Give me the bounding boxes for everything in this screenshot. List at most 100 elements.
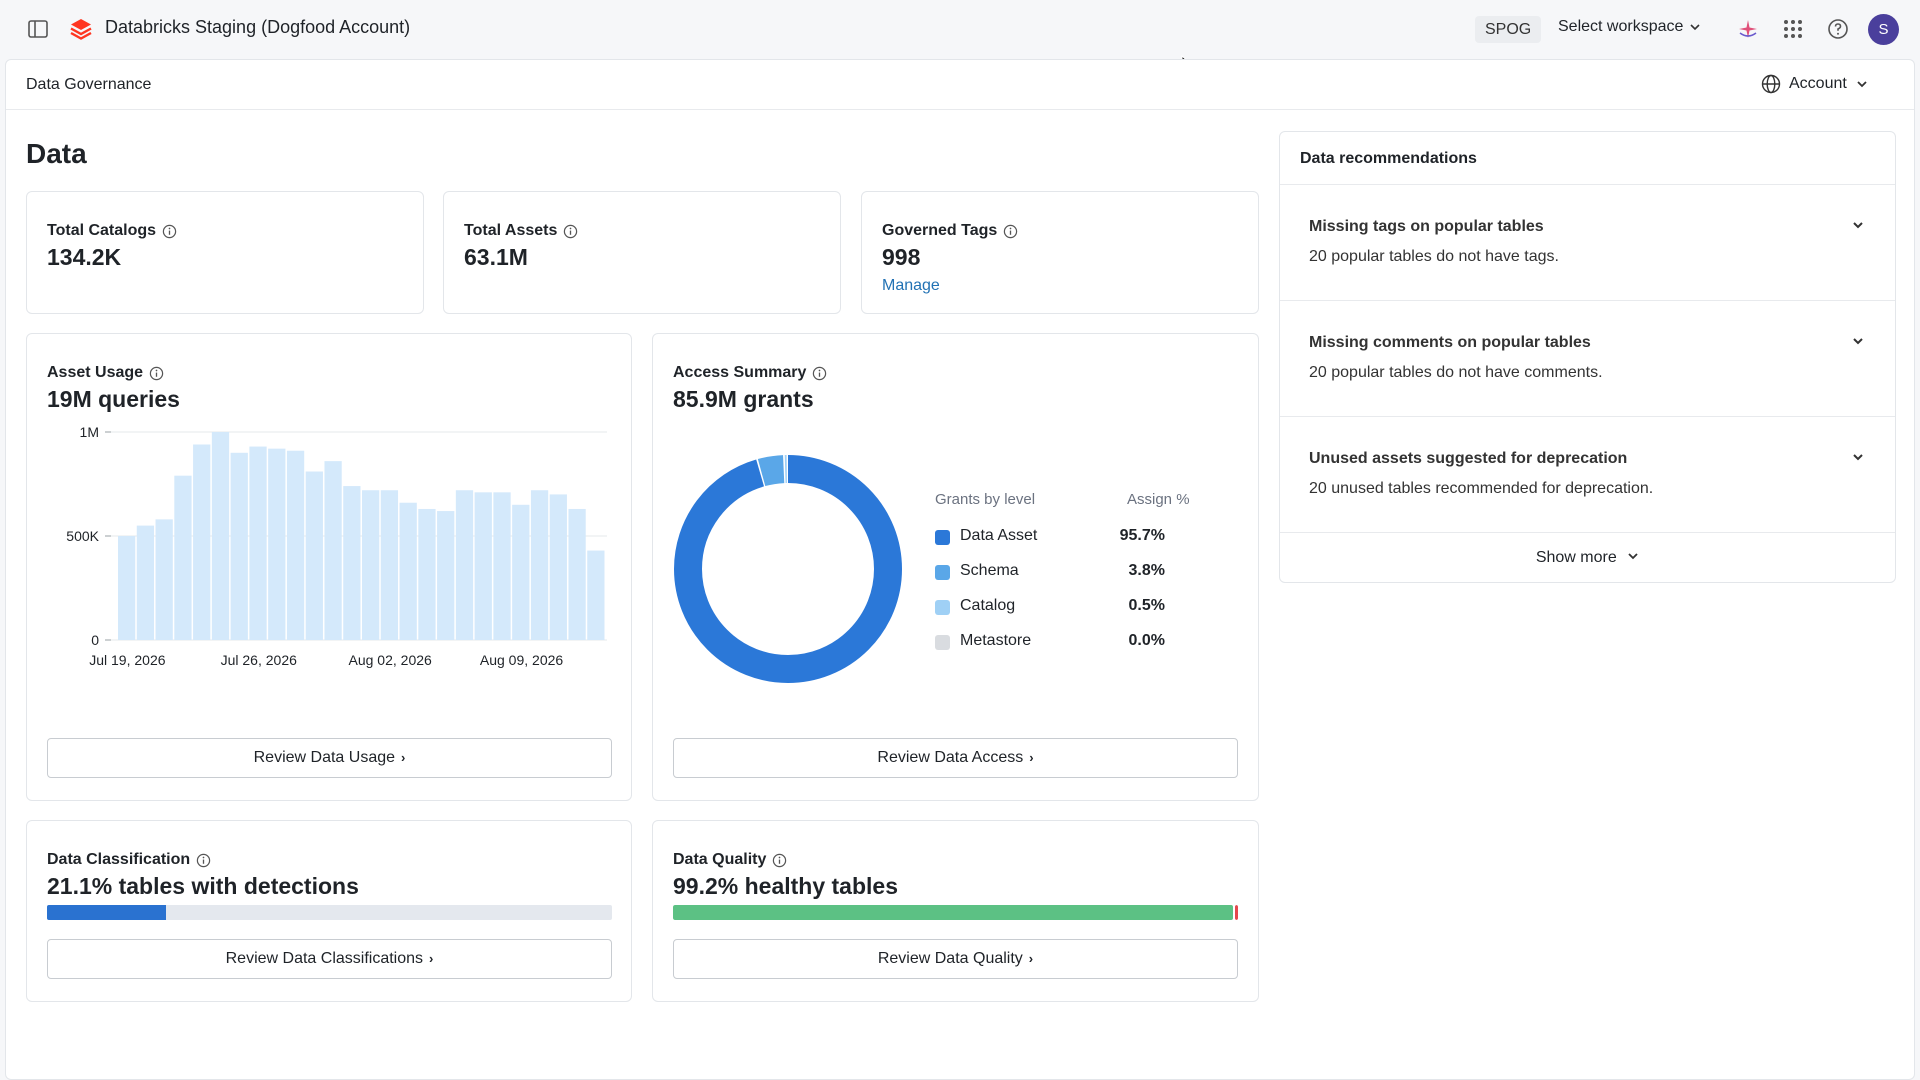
classification-label: Data Classification (47, 851, 211, 869)
asset-usage-label: Asset Usage (47, 364, 164, 382)
breadcrumb[interactable]: Data Governance (26, 76, 152, 93)
usage-bar[interactable] (418, 508, 436, 640)
review-data-access-button[interactable]: Review Data Access › (673, 738, 1238, 778)
chevron-right-icon: › (401, 750, 406, 765)
legend-percent: 3.8% (1128, 562, 1165, 579)
quality-label: Data Quality (673, 851, 787, 869)
usage-bar[interactable] (286, 450, 305, 640)
legend-percent: 0.5% (1128, 597, 1165, 614)
user-avatar[interactable]: S (1868, 14, 1899, 45)
asset-usage-bar-chart: 0 500K 1M Jul 19, 2026 Jul 26, 2026 Aug 02, 2… (66, 424, 607, 668)
info-icon[interactable] (772, 853, 787, 868)
recommendations-title: Data recommendations (1300, 150, 1477, 167)
x-tick-label: Jul 19, 2026 (89, 652, 165, 668)
usage-bar[interactable] (587, 550, 605, 640)
usage-bar[interactable] (155, 519, 173, 640)
access-summary-card: Access Summary 85.9M grants Grants by le… (652, 333, 1259, 801)
usage-bar[interactable] (493, 492, 511, 640)
usage-bar[interactable] (474, 492, 492, 640)
legend-label: Metastore (960, 632, 1032, 649)
chevron-right-icon: › (429, 951, 434, 966)
asset-usage-label-text: Asset Usage (47, 364, 144, 381)
usage-bar[interactable] (230, 452, 248, 640)
usage-bar[interactable] (455, 490, 474, 640)
chevron-right-icon: › (1028, 951, 1034, 966)
legend-item[interactable]: Data Asset 95.7% (935, 526, 1195, 548)
stat-label: Total Catalogs (47, 222, 177, 240)
sub-header: Data Governance Account (6, 60, 1914, 110)
usage-bar[interactable] (268, 448, 286, 640)
usage-bar[interactable] (343, 486, 361, 640)
databricks-logo-icon[interactable] (68, 16, 94, 42)
usage-bar[interactable] (118, 536, 136, 640)
usage-bar[interactable] (193, 444, 211, 640)
stat-label-text: Total Catalogs (47, 222, 157, 239)
y-tick-label: 1M (80, 424, 99, 440)
globe-icon (1761, 74, 1781, 94)
recommendation-item[interactable]: Missing comments on popular tables 20 pop… (1280, 300, 1895, 416)
legend-item[interactable]: Metastore 0.0% (935, 631, 1195, 653)
asset-usage-value: 19M queries (47, 386, 180, 412)
legend-item[interactable]: Catalog 0.5% (935, 596, 1195, 618)
review-data-access-label: Review Data Access (877, 749, 1024, 766)
info-icon[interactable] (149, 366, 164, 381)
sidebar-toggle-icon[interactable] (27, 18, 49, 40)
stat-value: 63.1M (464, 244, 528, 270)
chevron-down-icon[interactable] (1851, 334, 1865, 348)
usage-bar[interactable] (174, 475, 192, 640)
access-summary-label-text: Access Summary (673, 364, 807, 381)
usage-bar[interactable] (211, 432, 230, 640)
legend-percent: 0.0% (1128, 632, 1165, 649)
legend-item[interactable]: Schema 3.8% (935, 561, 1195, 583)
review-data-classifications-button[interactable]: Review Data Classifications › (47, 939, 612, 979)
legend-label: Schema (960, 562, 1019, 579)
help-icon[interactable] (1826, 17, 1850, 41)
workspace-select[interactable]: Select workspace (1558, 18, 1701, 36)
usage-bar[interactable] (305, 471, 323, 640)
assistant-sparkle-icon[interactable] (1736, 17, 1760, 41)
donut-slice[interactable] (674, 455, 902, 683)
review-data-quality-button[interactable]: Review Data Quality › (673, 939, 1238, 979)
data-quality-card: Data Quality 99.2% healthy tables Review… (652, 820, 1259, 1002)
usage-bar[interactable] (324, 461, 342, 640)
classification-progress-fill (47, 905, 167, 920)
recommendation-title: Unused assets suggested for deprecation (1309, 450, 1628, 467)
recommendation-item[interactable]: Unused assets suggested for deprecation 2… (1280, 416, 1895, 532)
usage-bar[interactable] (362, 490, 380, 640)
usage-bar[interactable] (249, 446, 267, 640)
info-icon[interactable] (812, 366, 827, 381)
review-data-usage-button[interactable]: Review Data Usage › (47, 738, 612, 778)
chevron-down-icon[interactable] (1851, 218, 1865, 232)
manage-tags-link[interactable]: Manage (882, 277, 940, 294)
x-tick-label: Jul 26, 2026 (221, 652, 297, 668)
stat-card-tags: Governed Tags 998 Manage (861, 191, 1259, 314)
review-data-usage-label: Review Data Usage (253, 749, 396, 766)
recommendation-item[interactable]: Missing tags on popular tables 20 popular… (1280, 184, 1895, 300)
info-icon[interactable] (1003, 224, 1018, 239)
access-summary-label: Access Summary (673, 364, 827, 382)
recommendation-description: 20 popular tables do not have tags. (1309, 248, 1559, 265)
account-select[interactable]: Account (1761, 74, 1869, 94)
info-icon[interactable] (162, 224, 177, 239)
apps-grid-icon[interactable] (1781, 17, 1805, 41)
legend-swatch (935, 600, 950, 615)
usage-bar[interactable] (399, 502, 417, 640)
usage-bar[interactable] (380, 490, 399, 640)
quality-unhealthy-segment (1235, 905, 1238, 920)
usage-bar[interactable] (549, 494, 567, 640)
usage-bar[interactable] (568, 508, 586, 640)
legend-swatch (935, 565, 950, 580)
info-icon[interactable] (563, 224, 578, 239)
usage-bar[interactable] (437, 511, 455, 640)
chevron-down-icon[interactable] (1851, 450, 1865, 464)
recommendation-title: Missing comments on popular tables (1309, 334, 1591, 351)
show-more-button[interactable]: Show more (1280, 532, 1895, 582)
quality-progress-bar (673, 905, 1238, 920)
chevron-down-icon (1857, 81, 1867, 88)
usage-bar[interactable] (530, 490, 549, 640)
usage-bar[interactable] (136, 525, 155, 640)
grants-donut-chart (674, 455, 902, 683)
info-icon[interactable] (196, 853, 211, 868)
chevron-down-icon (1628, 553, 1638, 560)
usage-bar[interactable] (512, 504, 530, 640)
